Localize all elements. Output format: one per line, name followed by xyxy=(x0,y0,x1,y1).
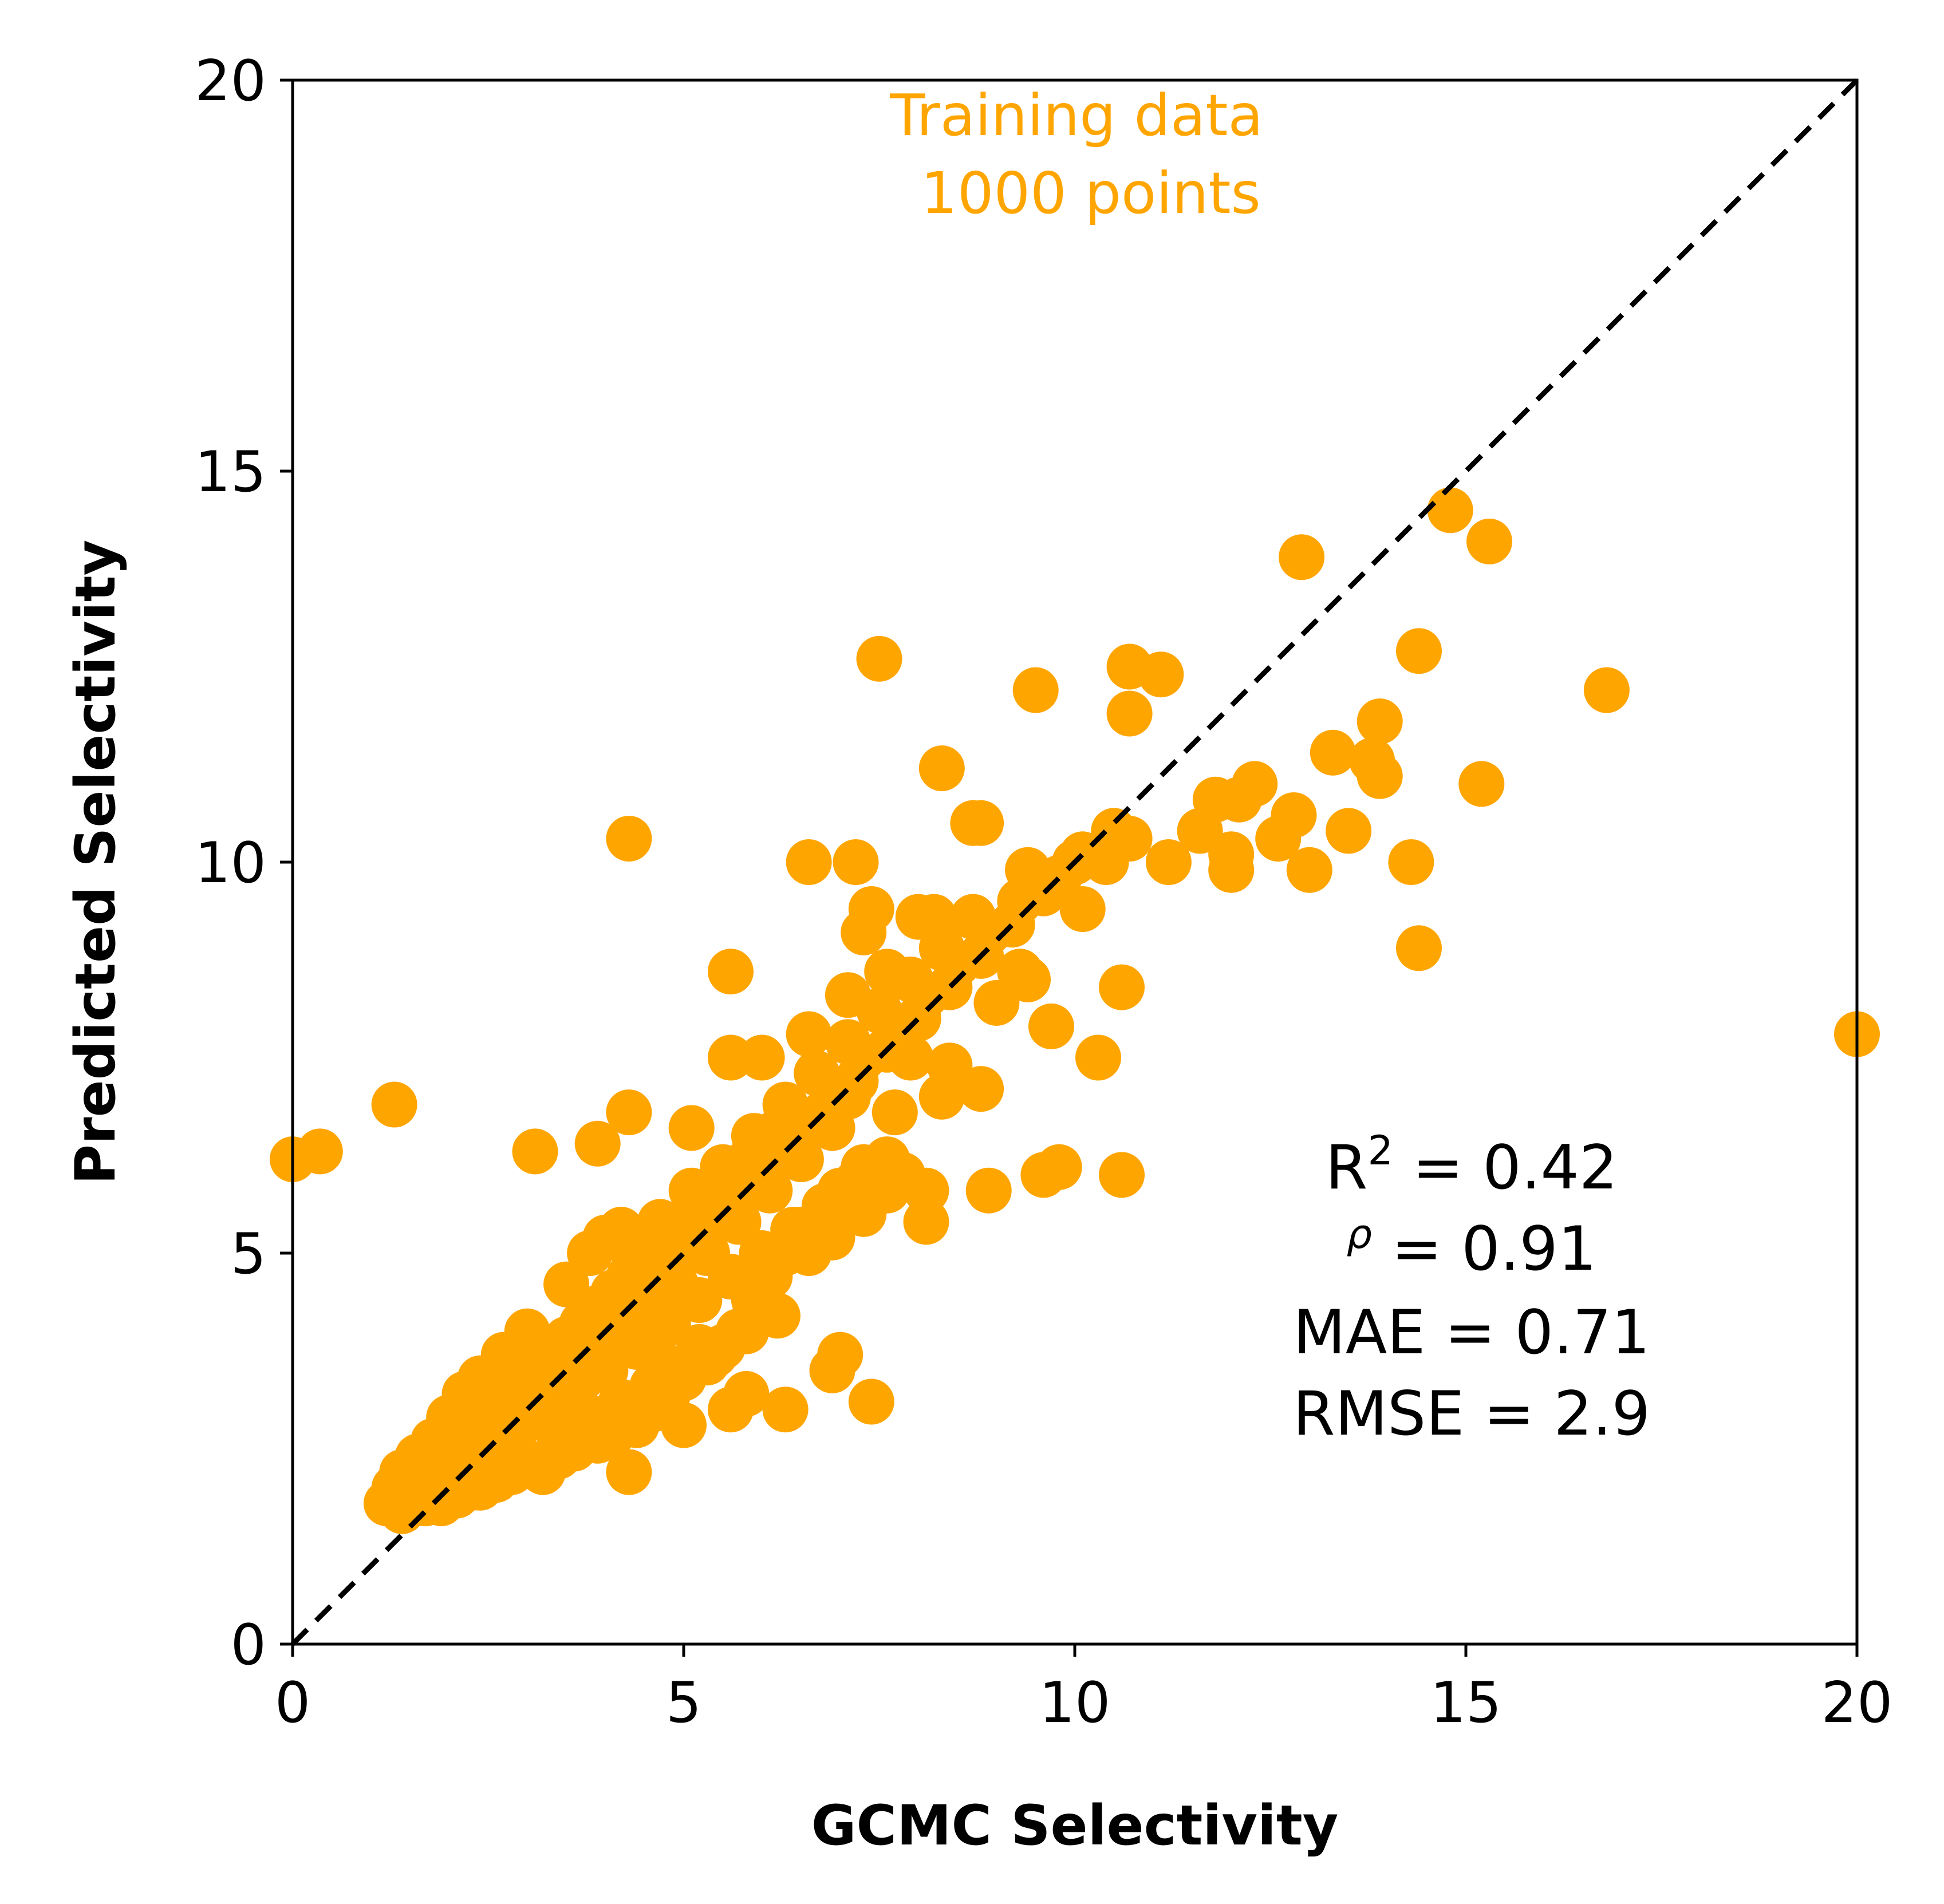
x-tick-label: 20 xyxy=(1821,1670,1893,1736)
data-point xyxy=(676,1324,723,1370)
data-point xyxy=(762,1386,809,1433)
y-tick-label: 20 xyxy=(195,49,266,114)
data-point xyxy=(606,816,652,862)
points-layer xyxy=(270,487,1880,1534)
data-point xyxy=(1396,628,1442,674)
data-point xyxy=(973,979,1020,1026)
annotation-training-data: Training data xyxy=(889,82,1263,149)
data-point xyxy=(465,1433,511,1480)
stat-r2-superscript: 2 xyxy=(1367,1127,1393,1174)
y-axis-label: Predicted Selectivity xyxy=(64,540,128,1184)
data-point xyxy=(1583,667,1630,713)
stat-r2-value: = 0.42 xyxy=(1393,1132,1618,1203)
data-point xyxy=(903,1199,949,1245)
data-point xyxy=(379,1480,425,1527)
x-tick-label: 5 xyxy=(666,1670,701,1736)
y-tick-label: 15 xyxy=(195,440,266,505)
x-tick-label: 10 xyxy=(1039,1670,1111,1736)
data-point xyxy=(1138,651,1184,698)
y-tick-label: 10 xyxy=(195,831,266,896)
y-tick-label: 0 xyxy=(231,1613,266,1678)
data-point xyxy=(965,1167,1012,1214)
data-point xyxy=(297,1128,343,1175)
data-point xyxy=(512,1128,558,1175)
identity-reference-line xyxy=(290,78,1859,1646)
data-point xyxy=(606,1089,652,1136)
x-tick-label: 15 xyxy=(1430,1670,1502,1736)
data-point xyxy=(1036,1144,1082,1190)
data-point xyxy=(1458,761,1505,807)
data-point xyxy=(739,1034,785,1081)
stat-rho: ρ = 0.91 xyxy=(1347,1211,1597,1284)
data-point xyxy=(1310,729,1356,776)
y-tick-label: 5 xyxy=(231,1222,266,1287)
annotation-point-count: 1000 points xyxy=(921,160,1260,227)
data-point xyxy=(833,839,879,885)
data-point xyxy=(1326,808,1372,854)
data-point xyxy=(841,909,887,955)
stat-r2-label: R xyxy=(1326,1132,1368,1203)
data-point xyxy=(1145,839,1192,885)
data-point xyxy=(723,1308,770,1354)
data-point xyxy=(856,635,902,682)
data-point xyxy=(1012,667,1059,713)
stat-mae: MAE = 0.71 xyxy=(1293,1297,1650,1368)
x-tick-label: 0 xyxy=(275,1670,310,1736)
data-point xyxy=(958,1066,1004,1112)
data-point xyxy=(1388,839,1434,885)
data-point xyxy=(997,949,1043,995)
stat-r2: R2 = 0.42 xyxy=(1326,1127,1618,1203)
data-point xyxy=(1099,964,1145,1010)
data-point xyxy=(1427,487,1473,534)
data-point xyxy=(1091,808,1137,854)
data-point xyxy=(1099,1152,1145,1198)
data-point xyxy=(1279,534,1325,580)
data-point xyxy=(786,1011,832,1057)
data-point xyxy=(817,1332,863,1378)
data-point xyxy=(1271,792,1317,838)
data-point xyxy=(1106,690,1153,737)
data-point xyxy=(371,1081,417,1128)
data-point xyxy=(574,1120,621,1167)
ticks-layer: 0 5 10 15 20 0 5 10 15 20 xyxy=(195,49,1892,1736)
data-point xyxy=(1357,753,1403,799)
x-axis-label: GCMC Selectivity xyxy=(811,1794,1339,1858)
data-point xyxy=(1075,1034,1121,1081)
data-point xyxy=(809,1214,855,1261)
data-point xyxy=(606,1449,652,1495)
data-point xyxy=(668,1105,715,1151)
data-point xyxy=(708,1386,754,1433)
data-point xyxy=(543,1261,590,1307)
data-point xyxy=(1357,698,1403,745)
data-point xyxy=(1396,925,1442,971)
data-point xyxy=(637,1340,683,1386)
data-point xyxy=(918,1073,965,1120)
data-point xyxy=(1466,518,1512,564)
data-point xyxy=(848,1378,894,1425)
stat-rho-value: = 0.91 xyxy=(1372,1214,1596,1284)
data-point xyxy=(958,800,1004,846)
data-point xyxy=(708,949,754,995)
data-point xyxy=(1059,886,1106,932)
data-point xyxy=(1232,761,1278,807)
data-point xyxy=(739,1230,785,1276)
data-point xyxy=(786,839,832,885)
stat-rmse: RMSE = 2.9 xyxy=(1293,1378,1650,1449)
stat-rho-symbol: ρ xyxy=(1347,1211,1372,1258)
data-point xyxy=(864,1167,910,1214)
data-point xyxy=(1208,847,1255,893)
data-point xyxy=(918,745,965,792)
data-point xyxy=(496,1402,543,1448)
data-point xyxy=(872,1089,918,1136)
data-point xyxy=(1286,847,1332,893)
data-point xyxy=(1028,1003,1074,1049)
